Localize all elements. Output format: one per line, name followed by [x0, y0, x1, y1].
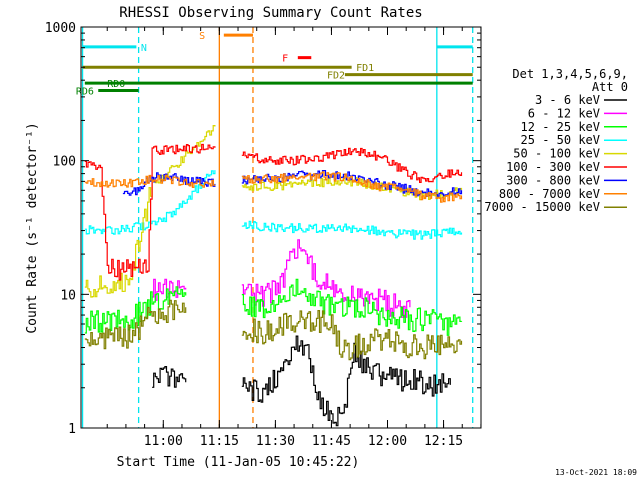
series-line-segment	[241, 310, 463, 361]
footer-date: 13-Oct-2021 18:09	[555, 468, 637, 477]
y-tick-label: 1	[68, 422, 76, 437]
y-tick-label: 100	[53, 155, 76, 170]
series-800_7000keV	[84, 171, 463, 203]
legend-label: 25 - 50 keV	[521, 133, 600, 147]
legend-label: 800 - 7000 keV	[499, 187, 600, 201]
x-tick-label: 11:30	[256, 434, 295, 449]
legend-label: 50 - 100 keV	[513, 147, 600, 161]
series-50_100keV	[84, 125, 463, 298]
x-tick-label: 12:15	[424, 434, 463, 449]
series-line-segment	[241, 147, 463, 183]
flag-label-s: S	[199, 31, 205, 42]
series-6_12keV	[152, 239, 411, 318]
flag-label-fd2: FD2	[327, 71, 345, 82]
flag-label-rd0: RD0	[107, 79, 125, 90]
plot-frame	[80, 26, 482, 429]
x-tick-label: 12:00	[368, 434, 407, 449]
x-tick-label: 11:45	[312, 434, 351, 449]
series-line-segment	[84, 143, 216, 281]
flag-label-rd6: RD6	[76, 86, 94, 97]
series-line-segment	[241, 278, 463, 336]
series-3_6keV	[152, 335, 451, 427]
series-line-segment	[122, 172, 216, 196]
x-tick-label: 11:00	[144, 434, 183, 449]
legend-label: 300 - 800 keV	[506, 173, 600, 187]
series-100_300keV	[84, 143, 463, 281]
series-line-segment	[152, 366, 187, 388]
series-line-segment	[241, 220, 463, 240]
x-axis-label: Start Time (11-Jan-05 10:45:22)	[117, 455, 360, 470]
legend-header-detectors: Det 1,3,4,5,6,9,	[512, 67, 628, 81]
legend-label: 3 - 6 keV	[535, 93, 600, 107]
series-line-segment	[84, 174, 216, 188]
legend-label: 6 - 12 keV	[528, 106, 600, 120]
series-line-segment	[84, 299, 187, 350]
series-line-segment	[241, 335, 451, 427]
flag-label-n: N	[141, 43, 147, 54]
y-tick-label: 10	[60, 288, 76, 303]
y-axis-label: Count Rate (s⁻¹ detector⁻¹)	[25, 122, 40, 333]
y-tick-label: 1000	[45, 21, 76, 36]
series-line-segment	[241, 239, 411, 318]
series-12_25keV	[84, 278, 463, 336]
flag-label-fd1: FD1	[356, 63, 374, 74]
x-tick-label: 11:15	[200, 434, 239, 449]
series-line-segment	[241, 171, 463, 203]
chart-title: RHESSI Observing Summary Count Rates	[119, 5, 422, 21]
legend-label: 7000 - 15000 keV	[484, 200, 600, 214]
legend-label: 12 - 25 keV	[521, 120, 600, 134]
flag-label-f: F	[282, 54, 288, 65]
legend-label: 100 - 300 keV	[506, 160, 600, 174]
axes: N S F FD1 FD2 RD0 RD6 1 10 100 1000 11:00 11:15 11:30…	[45, 21, 482, 449]
series-7000_15000keV	[84, 299, 463, 361]
series-line-segment	[84, 286, 187, 334]
plot-area	[81, 27, 474, 428]
legend-header-attenuator: Att 0	[592, 80, 628, 94]
